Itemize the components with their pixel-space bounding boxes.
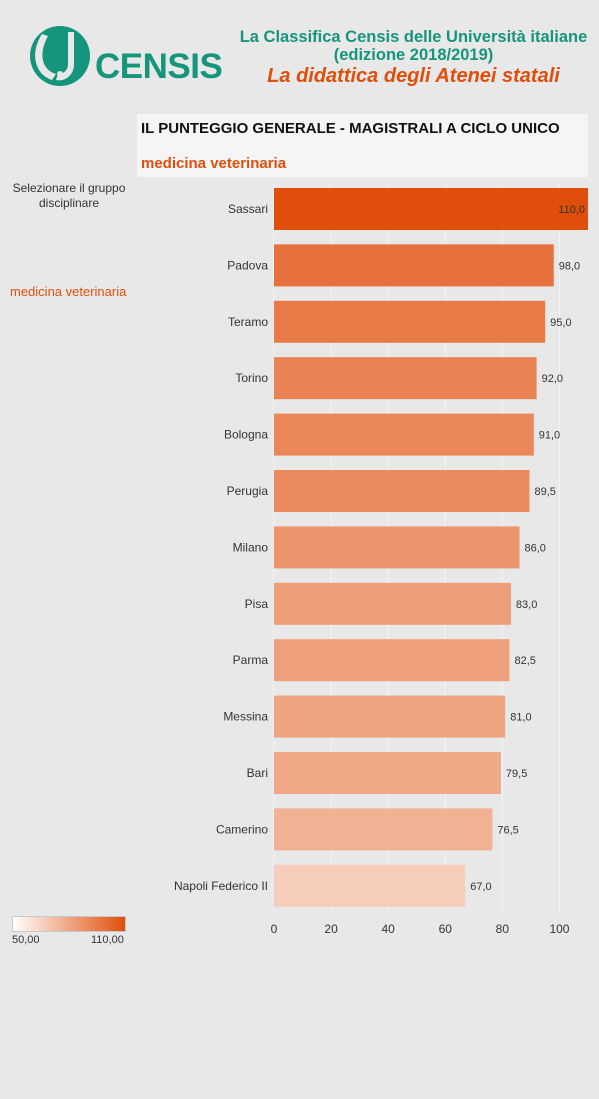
x-tick-label: 20 (324, 922, 338, 936)
category-label: Pisa (245, 597, 269, 611)
bar (274, 188, 588, 230)
data-label: 76,5 (497, 824, 518, 836)
x-tick-label: 60 (439, 922, 453, 936)
data-label: 86,0 (524, 542, 545, 554)
category-label: Bari (247, 766, 268, 780)
bar (274, 244, 554, 287)
logo-wordmark: CENSIS (95, 47, 223, 86)
bar (274, 582, 511, 625)
bar (274, 413, 534, 456)
category-label: Parma (233, 653, 269, 667)
report-title: La Classifica Censis delle Università it… (239, 28, 588, 46)
bar (274, 808, 493, 851)
category-label: Teramo (228, 315, 268, 329)
category-label: Camerino (216, 822, 268, 836)
bar (274, 470, 530, 512)
legend-max-label: 110,00 (91, 934, 124, 946)
filter-label: Selezionare il gruppo disciplinare (12, 181, 126, 210)
category-label: Padova (227, 258, 268, 272)
filter-selected-item[interactable]: medicina veterinaria (10, 284, 127, 299)
category-label: Milano (233, 540, 269, 554)
bar (274, 526, 520, 569)
category-label: Sassari (228, 202, 268, 216)
data-label: 67,0 (470, 881, 491, 893)
report-edition: (edizione 2018/2019) (333, 46, 494, 64)
data-label: 95,0 (550, 317, 571, 329)
data-label: 82,5 (515, 655, 536, 667)
data-label: 92,0 (542, 373, 563, 385)
bar (274, 864, 466, 907)
data-label: 91,0 (539, 430, 560, 442)
data-label: 98,0 (559, 260, 580, 272)
chart-title: IL PUNTEGGIO GENERALE - MAGISTRALI A CIC… (141, 120, 560, 137)
x-tick-label: 80 (496, 922, 510, 936)
x-tick-label: 0 (271, 922, 278, 936)
chart-title-box: IL PUNTEGGIO GENERALE - MAGISTRALI A CIC… (137, 114, 588, 177)
category-label: Bologna (224, 428, 268, 442)
bar (274, 639, 510, 682)
data-label: 81,0 (510, 712, 531, 724)
bar (274, 357, 537, 400)
category-label: Napoli Federico II (174, 879, 268, 893)
x-tick-label: 40 (382, 922, 396, 936)
chart-subtitle: medicina veterinaria (141, 155, 287, 172)
censis-logo (30, 26, 90, 86)
report-subtitle: La didattica degli Atenei statali (267, 65, 560, 87)
bar (274, 695, 506, 738)
bar (274, 300, 546, 343)
category-label: Torino (235, 371, 268, 385)
legend-min-label: 50,00 (12, 934, 40, 946)
bar (274, 752, 501, 794)
data-label: 83,0 (516, 599, 537, 611)
color-scale-legend (12, 916, 126, 932)
x-tick-label: 100 (549, 922, 569, 936)
data-label: 89,5 (534, 486, 555, 498)
category-label: Messina (223, 710, 268, 724)
data-label: 79,5 (506, 768, 527, 780)
data-label: 110,0 (558, 204, 585, 216)
category-label: Perugia (227, 484, 269, 498)
